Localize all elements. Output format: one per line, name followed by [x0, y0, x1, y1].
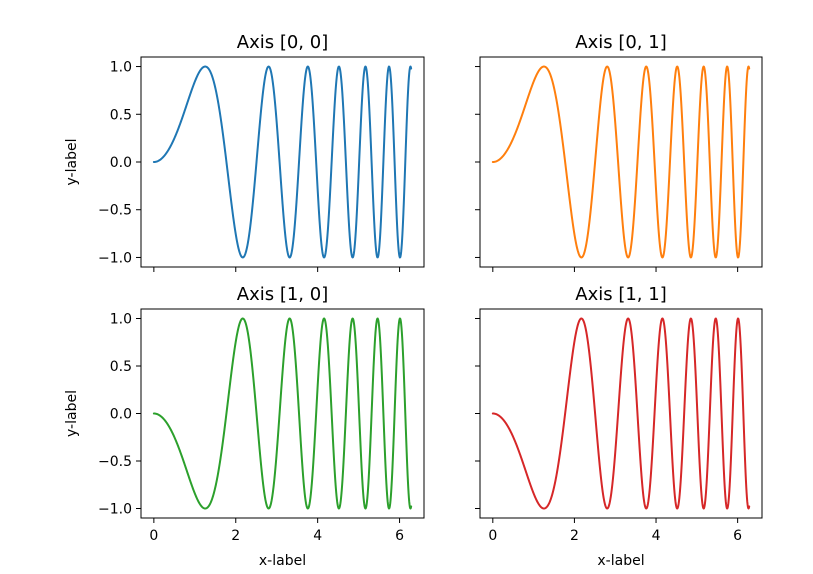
- x-tick-label: 0: [149, 528, 158, 544]
- y-tick-label: −1.0: [98, 250, 132, 266]
- subplot-title: Axis [0, 1]: [575, 32, 666, 53]
- y-tick-label: −0.5: [98, 454, 132, 470]
- subplot-0-0: Axis [0, 0] −1.0 −0.5 0.0 0.5 1.0 y-label: [64, 32, 425, 272]
- y-tick-label: −1.0: [98, 502, 132, 518]
- x-tick-label: 0: [488, 528, 497, 544]
- y-tick-label: 0.0: [110, 155, 132, 171]
- axes-frame: [479, 308, 763, 519]
- x-tick-label: 4: [652, 528, 661, 544]
- x-axis-label: x-label: [259, 553, 306, 569]
- subplot-0-1: Axis [0, 1]: [475, 32, 763, 272]
- subplot-1-0: Axis [1, 0] −1.0 −0.5 0.0 0.5 1.0 0 2 4 6 x-label y…: [64, 284, 425, 569]
- y-tick-label: −0.5: [98, 203, 132, 219]
- subplot-title: Axis [1, 1]: [575, 284, 666, 305]
- series-line: [491, 65, 751, 259]
- subplot-title: Axis [0, 0]: [237, 32, 328, 53]
- y-tick-label: 0.5: [110, 107, 132, 123]
- y-tick-label: 0.5: [110, 359, 132, 375]
- x-tick-label: 2: [570, 528, 579, 544]
- axes-frame: [140, 56, 425, 268]
- series-line: [491, 317, 751, 510]
- subplot-title: Axis [1, 0]: [237, 284, 328, 305]
- y-tick-label: 1.0: [110, 312, 132, 328]
- x-tick-label: 4: [313, 528, 322, 544]
- y-tick-label: 0.0: [110, 407, 132, 423]
- x-tick-label: 2: [231, 528, 240, 544]
- x-axis-label: x-label: [597, 553, 644, 569]
- y-axis-label: y-label: [64, 390, 80, 437]
- x-tick-label: 6: [395, 528, 404, 544]
- y-tick-label: 1.0: [110, 60, 132, 76]
- x-tick-label: 6: [733, 528, 742, 544]
- subplot-1-1: Axis [1, 1] 0 2 4 6 x-label: [475, 284, 763, 569]
- series-line: [152, 65, 413, 259]
- axes-frame: [140, 308, 425, 519]
- axes-frame: [479, 56, 763, 268]
- y-axis-label: y-label: [64, 139, 80, 186]
- series-line: [152, 317, 413, 510]
